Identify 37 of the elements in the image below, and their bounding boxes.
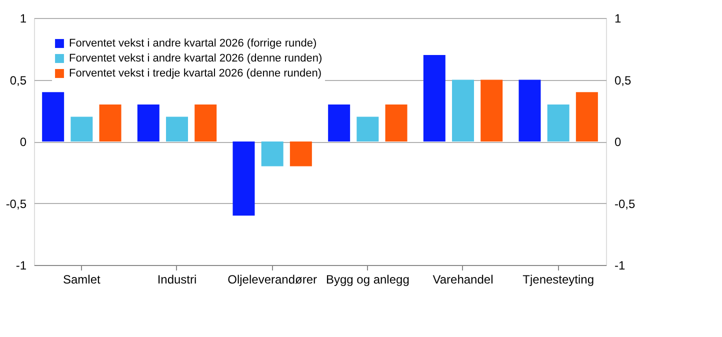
y-tick-label: 0	[20, 135, 27, 149]
bar	[328, 104, 350, 142]
y2-tick-label: 1	[614, 12, 622, 26]
bar	[194, 104, 217, 142]
bar	[261, 142, 284, 166]
y-tick-label: 0,5	[10, 73, 27, 88]
x-tick-label: Bygg og anlegg	[326, 272, 410, 286]
x-tick-label: Industri	[157, 272, 197, 286]
bar	[518, 80, 541, 142]
bar	[70, 116, 93, 142]
bar	[480, 80, 503, 142]
bar	[137, 104, 160, 142]
bar	[423, 55, 446, 142]
y2-tick-label: 0	[614, 135, 622, 149]
bar	[547, 104, 570, 142]
bar	[99, 104, 122, 142]
y-tick-label: -1	[16, 258, 27, 272]
legend-label: Forventet vekst i tredje kvartal 2026 (denne runden)	[69, 68, 322, 80]
bar	[42, 92, 64, 142]
bar	[356, 116, 379, 142]
y2-tick-label: -0,5	[614, 196, 636, 211]
legend-label: Forventet vekst i andre kvartal 2026 (forrige runde)	[69, 38, 317, 50]
bar	[166, 116, 188, 142]
y-tick-label: 1	[20, 12, 27, 26]
bar	[452, 80, 474, 142]
legend-label: Forventet vekst i andre kvartal 2026 (denne runden)	[69, 52, 322, 64]
y2-tick-label: 0,5	[614, 73, 632, 88]
bar	[576, 92, 598, 142]
bar	[290, 142, 312, 166]
y2-tick-label: -1	[614, 258, 626, 272]
bar	[232, 142, 255, 216]
x-tick-label: Tjenesteyting	[522, 272, 594, 286]
y-tick-label: -0,5	[6, 196, 27, 211]
x-tick-label: Samlet	[62, 272, 101, 286]
x-tick-label: Oljeleverandører	[228, 272, 318, 286]
x-tick-label: Varehandel	[432, 272, 494, 286]
bar	[385, 104, 408, 142]
